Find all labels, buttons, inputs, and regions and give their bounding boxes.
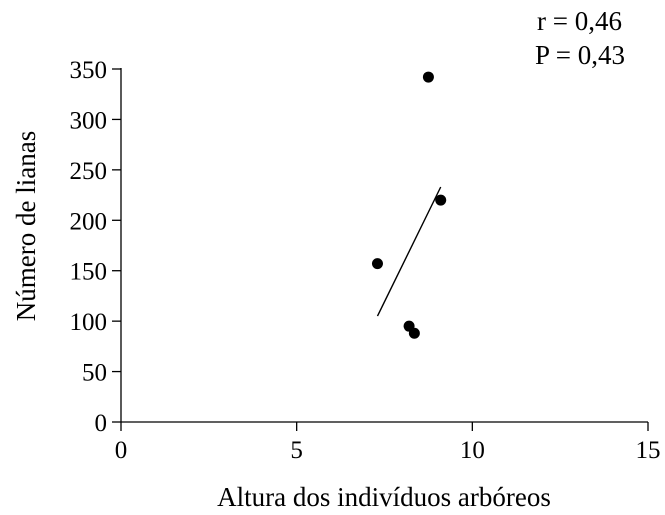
data-point (408, 327, 420, 339)
y-tick-label: 150 (70, 259, 108, 286)
data-point (435, 194, 447, 206)
y-tick-label: 50 (82, 360, 107, 387)
y-axis-title: Número de lianas (11, 131, 41, 321)
y-tick-label: 200 (70, 208, 108, 235)
plot-area: 0 50 100 150 200 250 300 350 0 5 10 15 (70, 57, 661, 464)
x-tick-label: 15 (636, 437, 661, 464)
x-tick-label: 0 (115, 437, 128, 464)
y-tick-label: 350 (70, 57, 108, 84)
y-axis-ticks: 0 50 100 150 200 250 300 350 (70, 57, 121, 437)
x-tick-label: 10 (460, 437, 485, 464)
regression-line (376, 186, 442, 317)
data-point (422, 71, 434, 83)
x-tick-label: 5 (290, 437, 303, 464)
y-tick-label: 0 (95, 410, 108, 437)
x-axis-ticks: 0 5 10 15 (115, 422, 661, 464)
correlation-coefficient-label: r = 0,46 (537, 6, 622, 36)
y-tick-label: 100 (70, 309, 108, 336)
p-value-label: P = 0,43 (535, 40, 625, 70)
y-tick-label: 300 (70, 107, 108, 134)
data-points (371, 71, 447, 339)
x-axis-title: Altura dos indivíduos arbóreos (217, 482, 551, 512)
data-point (371, 258, 383, 270)
y-tick-label: 250 (70, 158, 108, 185)
